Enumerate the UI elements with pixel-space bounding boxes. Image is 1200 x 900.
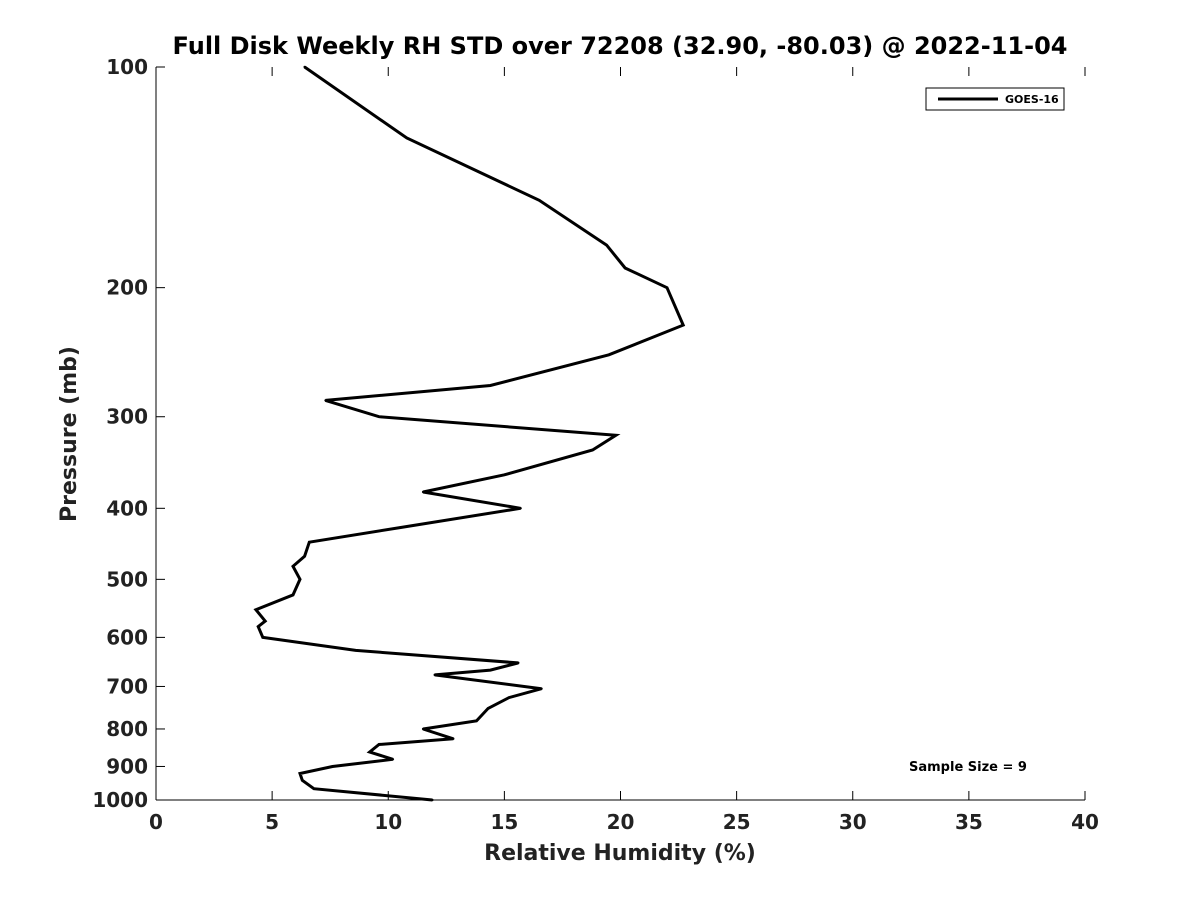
data-point — [475, 719, 478, 723]
data-point — [507, 696, 511, 699]
data-point — [377, 415, 381, 418]
data-point — [391, 758, 395, 761]
data-point — [263, 619, 267, 623]
x-tick-label: 10 — [374, 810, 402, 834]
data-point — [614, 434, 618, 437]
data-point — [623, 266, 627, 270]
data-point — [368, 750, 371, 754]
y-tick-label: 100 — [106, 55, 148, 79]
data-point — [421, 727, 425, 731]
data-point — [665, 286, 669, 289]
data-point — [254, 608, 258, 611]
data-point — [405, 136, 409, 140]
x-tick-label: 20 — [607, 810, 635, 834]
data-point — [256, 625, 260, 628]
data-point — [591, 448, 594, 452]
data-point — [517, 661, 520, 665]
data-point — [489, 668, 492, 672]
chart-title: Full Disk Weekly RH STD over 72208 (32.9… — [173, 32, 1068, 60]
y-tick-label: 300 — [106, 405, 148, 429]
data-point — [291, 565, 295, 568]
data-point — [538, 199, 541, 202]
x-tick-label: 40 — [1071, 810, 1099, 834]
y-tick-label: 700 — [106, 674, 148, 698]
data-point — [354, 649, 357, 652]
y-axis-label: Pressure (mb) — [57, 346, 82, 522]
data-point — [433, 673, 436, 677]
plot-area — [156, 67, 1085, 800]
legend-entry: GOES-16 — [1005, 93, 1059, 106]
data-point — [291, 593, 295, 597]
data-point — [503, 473, 506, 476]
data-point — [303, 65, 306, 69]
x-tick-label: 30 — [839, 810, 867, 834]
x-tick-label: 35 — [955, 810, 983, 834]
data-point — [298, 578, 302, 581]
data-point — [421, 490, 425, 494]
data-point — [324, 399, 327, 402]
series-group — [253, 65, 686, 802]
data-point — [489, 384, 492, 387]
data-point — [519, 507, 522, 510]
y-tick-label: 500 — [106, 567, 148, 591]
y-tick-label: 800 — [106, 717, 148, 741]
x-tick-label: 5 — [265, 810, 279, 834]
x-tick-label: 15 — [490, 810, 518, 834]
data-point — [398, 526, 402, 529]
sample-size-annotation: Sample Size = 9 — [909, 760, 1027, 775]
series-line-goes-16 — [253, 65, 686, 802]
y-tick-label: 900 — [106, 754, 148, 778]
data-point — [540, 687, 543, 690]
data-point — [486, 707, 490, 710]
data-point — [303, 555, 306, 558]
x-tick-label: 25 — [723, 810, 751, 834]
data-point — [308, 541, 311, 544]
data-point — [682, 323, 685, 327]
x-axis-label: Relative Humidity (%) — [484, 841, 756, 866]
data-point — [312, 787, 316, 790]
data-point — [431, 798, 434, 802]
data-point — [298, 772, 302, 775]
legend: GOES-16 — [925, 87, 1065, 111]
y-tick-label: 600 — [106, 625, 148, 649]
y-axis-ticks: 100 200 300 400 500 600 700 800 900 1000 — [92, 55, 165, 812]
data-point — [331, 765, 334, 768]
data-point — [301, 779, 304, 782]
y-tick-label: 1000 — [92, 788, 148, 812]
y-tick-label: 400 — [106, 496, 148, 520]
data-point — [377, 743, 381, 746]
data-point — [452, 737, 455, 740]
data-point — [261, 636, 265, 639]
x-tick-label: 0 — [149, 810, 163, 834]
y-tick-label: 200 — [106, 276, 148, 300]
data-point — [607, 353, 611, 357]
data-point — [605, 243, 608, 247]
x-axis-ticks: 0 5 10 15 20 25 30 35 40 — [149, 67, 1099, 834]
